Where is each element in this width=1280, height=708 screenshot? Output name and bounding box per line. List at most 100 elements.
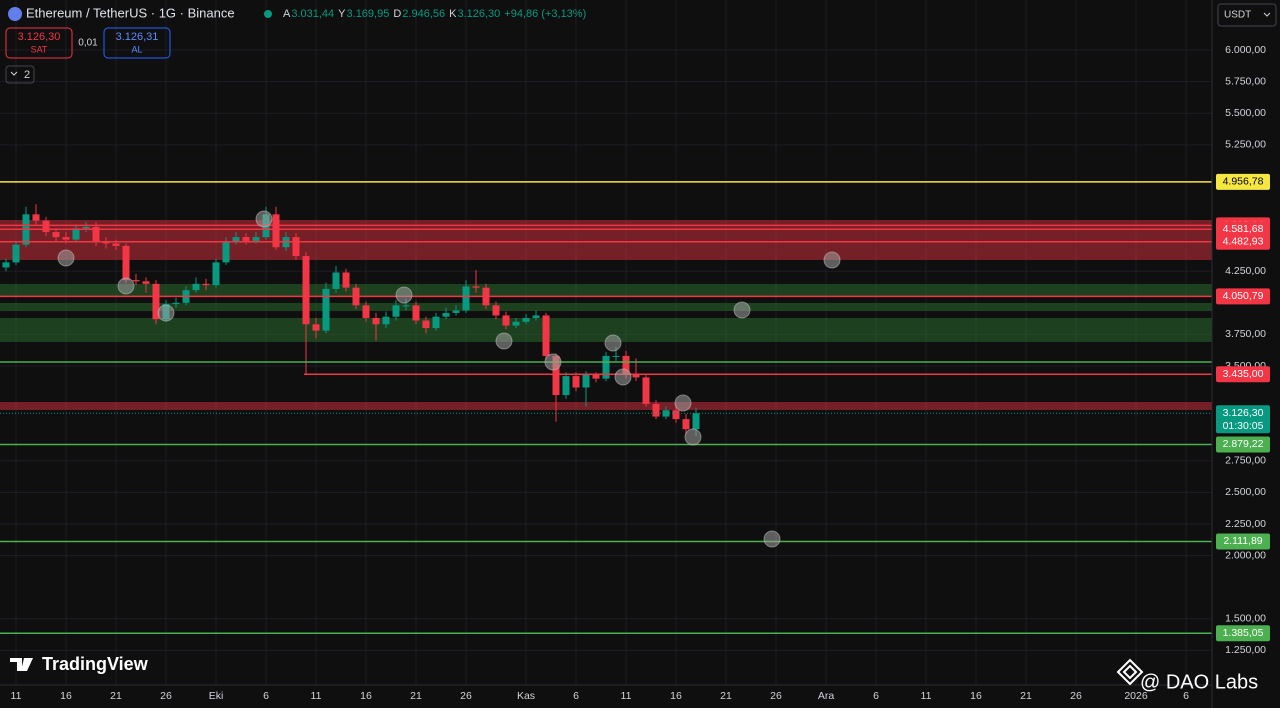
x-tick-label: 6 bbox=[263, 690, 269, 702]
x-tick-label: 21 bbox=[720, 690, 732, 702]
y-tick-label: 5.250,00 bbox=[1225, 139, 1266, 151]
x-tick-label: 11 bbox=[921, 690, 932, 702]
y-tick-label: 2.000,00 bbox=[1225, 549, 1266, 561]
x-tick-label: 21 bbox=[410, 690, 422, 702]
candle-body bbox=[52, 232, 60, 238]
candle-body bbox=[452, 310, 460, 313]
x-tick-label: 21 bbox=[1020, 690, 1032, 702]
candle-body bbox=[102, 242, 110, 244]
legend-key: D bbox=[393, 8, 401, 20]
legend-key: K bbox=[449, 8, 457, 20]
currency: USDT bbox=[1224, 10, 1251, 21]
candle-body bbox=[612, 355, 620, 357]
symbol-icon bbox=[8, 7, 22, 21]
x-tick-label: 21 bbox=[110, 690, 122, 702]
candle-body bbox=[12, 244, 20, 263]
zone bbox=[0, 302, 1212, 312]
x-tick-label: 26 bbox=[1070, 690, 1082, 702]
sell-label: SAT bbox=[31, 44, 48, 54]
y-tick-label: 1.250,00 bbox=[1225, 644, 1266, 656]
zone bbox=[0, 283, 1212, 296]
candle-body bbox=[322, 288, 330, 331]
chevron bbox=[10, 71, 18, 76]
candle-body bbox=[152, 283, 160, 320]
candle-body bbox=[112, 243, 120, 246]
candle-body bbox=[382, 316, 390, 325]
x-tick-label: 16 bbox=[670, 690, 682, 702]
current-price-box bbox=[1216, 405, 1270, 434]
y-tick-label: 2.250,00 bbox=[1225, 518, 1266, 530]
countdown: 01:30:05 bbox=[1223, 420, 1264, 432]
status-dot bbox=[264, 10, 272, 18]
candle-body bbox=[122, 245, 130, 281]
currency-select[interactable] bbox=[1217, 3, 1277, 27]
ohlc-legend: A 3.031,44 Y 3.169,95 D 2.946,56 K 3.126,30 +94,… bbox=[283, 8, 586, 20]
credit: @ DAO Labs bbox=[1140, 671, 1258, 693]
candle-body bbox=[462, 286, 470, 311]
level-label-box bbox=[1216, 366, 1270, 383]
zone bbox=[0, 220, 1212, 260]
indicators-toggle[interactable] bbox=[5, 65, 35, 84]
level-label-box bbox=[1216, 173, 1270, 190]
candle-body bbox=[512, 321, 520, 326]
candle-body bbox=[622, 355, 630, 375]
x-tick-label: Ara bbox=[818, 690, 835, 702]
level-label: 2.111,89 bbox=[1223, 535, 1262, 547]
candle-body bbox=[62, 237, 70, 240]
candle-body bbox=[252, 237, 260, 241]
y-tick-label: 3.750,00 bbox=[1225, 328, 1266, 340]
candle-body bbox=[302, 256, 310, 325]
y-tick-label: 2.750,00 bbox=[1225, 455, 1266, 467]
candle-body bbox=[132, 280, 140, 282]
candle-body bbox=[372, 317, 380, 325]
marker bbox=[57, 249, 75, 267]
marker bbox=[684, 428, 702, 446]
level-label-box bbox=[1216, 625, 1270, 642]
zone bbox=[0, 402, 1212, 410]
marker bbox=[117, 277, 135, 295]
candle-body bbox=[142, 281, 150, 284]
marker bbox=[544, 353, 562, 371]
candle-body bbox=[312, 324, 320, 331]
candle-body bbox=[242, 237, 250, 241]
chevron bbox=[1263, 12, 1271, 17]
legend-change: +94,86 (+3,13%) bbox=[504, 8, 586, 20]
candle-body bbox=[642, 377, 650, 404]
x-tick-label: 11 bbox=[11, 690, 22, 702]
candle-body bbox=[582, 374, 590, 388]
candle-body bbox=[42, 220, 50, 233]
level-label: 4.956,78 bbox=[1223, 176, 1264, 188]
level-label-box bbox=[1216, 288, 1270, 305]
candle-body bbox=[592, 374, 600, 379]
level-label: 2.879,22 bbox=[1223, 438, 1264, 450]
legend-value: 3.031,44 bbox=[291, 8, 334, 20]
y-tick-label: 1.500,00 bbox=[1225, 613, 1266, 625]
sell-button[interactable] bbox=[5, 27, 73, 59]
x-tick-label: 11 bbox=[311, 690, 322, 702]
buy-button[interactable] bbox=[103, 27, 171, 59]
marker bbox=[255, 210, 273, 228]
level-label: 4.050,79 bbox=[1223, 290, 1264, 302]
candle-body bbox=[472, 286, 480, 288]
candle-body bbox=[422, 320, 430, 329]
candle-body bbox=[192, 283, 200, 291]
candle-body bbox=[562, 376, 570, 396]
candle-body bbox=[432, 316, 440, 329]
candle-body bbox=[402, 305, 410, 307]
x-tick-label: 11 bbox=[621, 690, 632, 702]
candle-body bbox=[72, 228, 80, 240]
level-label: 4.482,93 bbox=[1223, 236, 1264, 248]
x-tick-label: 6 bbox=[873, 690, 879, 702]
candle-body bbox=[542, 315, 550, 356]
marker bbox=[495, 332, 513, 350]
candle-body bbox=[222, 242, 230, 263]
candle-body bbox=[502, 315, 510, 326]
plot bbox=[0, 0, 1212, 685]
symbol-title: Ethereum / TetherUS · 1G · Binance bbox=[26, 5, 235, 20]
legend-key: A bbox=[283, 8, 291, 20]
marker bbox=[823, 251, 841, 269]
header: Ethereum / TetherUS · 1G · Binance A 3.03… bbox=[5, 3, 1277, 693]
